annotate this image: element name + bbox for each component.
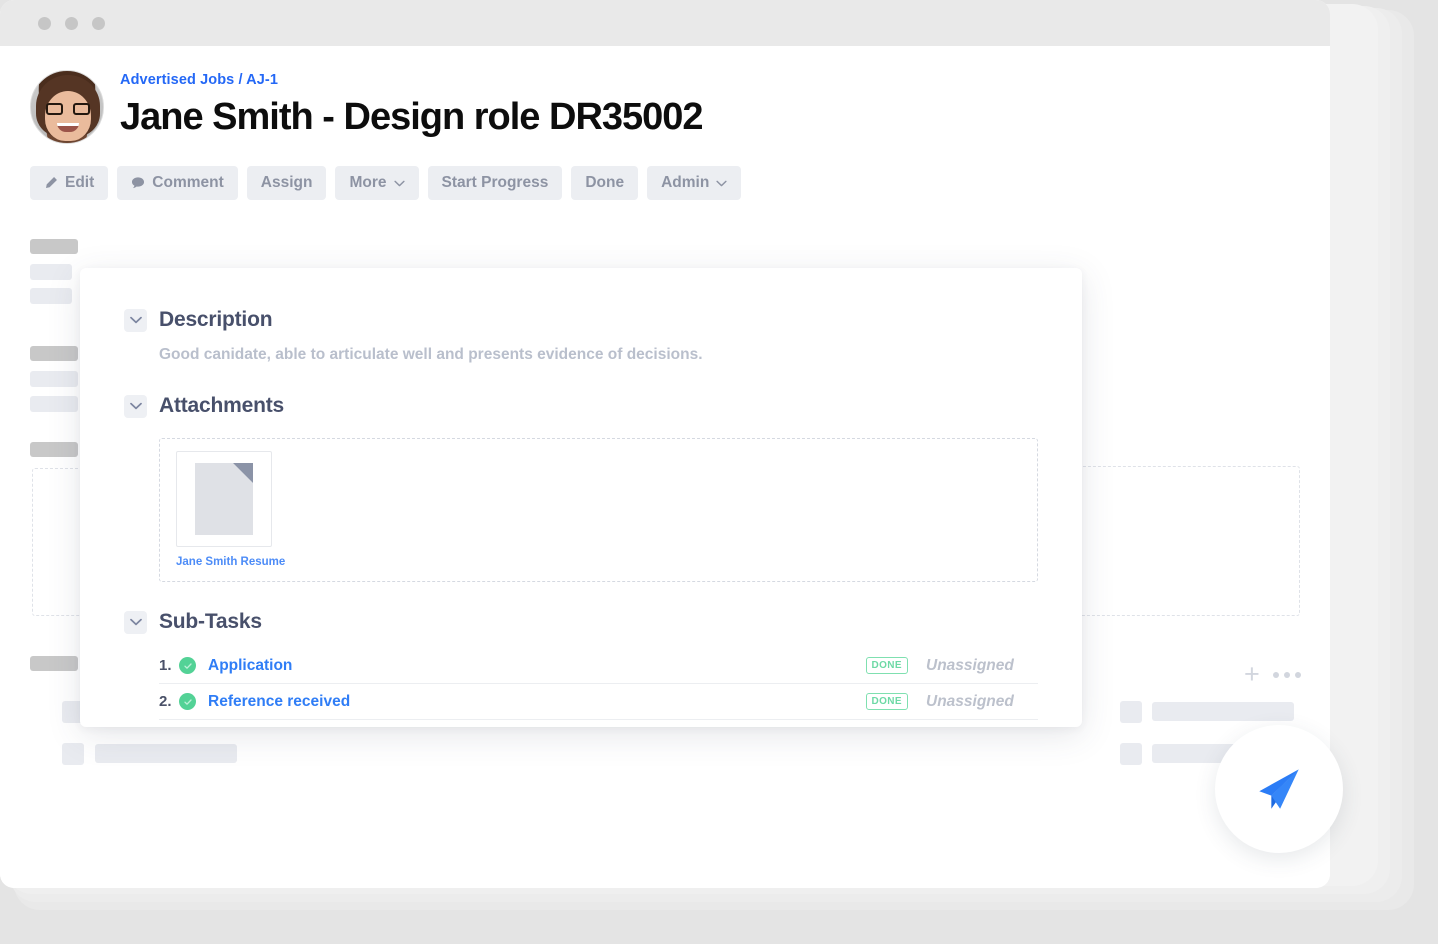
skeleton-block — [30, 264, 72, 280]
edit-button-label: Edit — [65, 174, 95, 191]
subtask-name[interactable]: Reference received — [208, 692, 351, 710]
subtasks-title: Sub-Tasks — [159, 610, 262, 633]
chat-launcher-button[interactable] — [1215, 725, 1343, 853]
check-icon — [179, 693, 196, 710]
skeleton-block — [30, 442, 78, 457]
description-title: Description — [159, 308, 273, 331]
chevron-down-icon — [716, 180, 727, 187]
skeleton-block — [30, 288, 72, 304]
attachment-thumbnail[interactable] — [176, 451, 272, 547]
subtask-index: 2. — [159, 693, 172, 710]
skeleton-square — [1120, 701, 1142, 723]
comment-button[interactable]: Comment — [117, 166, 238, 200]
detail-card: Description Good canidate, able to artic… — [80, 268, 1082, 727]
avatar — [30, 70, 104, 144]
chevron-down-icon[interactable] — [124, 308, 147, 332]
more-dots-icon[interactable] — [1272, 671, 1301, 678]
attachment-name[interactable]: Jane Smith Resume — [176, 556, 286, 568]
skeleton-square — [1120, 743, 1142, 765]
skeleton-block — [30, 371, 78, 387]
background-actions: + — [1244, 661, 1301, 688]
plus-icon[interactable]: + — [1244, 659, 1260, 689]
attachment-item[interactable]: Jane Smith Resume — [176, 451, 286, 568]
more-button-label: More — [349, 174, 387, 191]
subtask-index: 1. — [159, 657, 172, 674]
start-progress-button[interactable]: Start Progress — [427, 166, 563, 200]
comment-button-label: Comment — [152, 174, 224, 191]
skeleton-block — [30, 656, 78, 671]
chevron-down-icon — [393, 180, 405, 187]
check-icon — [179, 657, 196, 674]
table-row[interactable]: 2. Reference received DONE Unassigned — [159, 684, 1038, 720]
window-close-dot[interactable] — [38, 16, 51, 30]
page-title: Jane Smith - Design role DR35002 — [120, 96, 704, 138]
subtasks-list: 1. Application DONE Unassigned 2. R — [159, 648, 1038, 720]
page-header: Advertised Jobs / AJ-1 Jane Smith - Desi… — [0, 46, 1330, 144]
attachments-header: Attachments — [124, 394, 1038, 418]
paper-plane-icon — [1259, 769, 1299, 809]
table-row[interactable]: 1. Application DONE Unassigned — [159, 648, 1038, 684]
attachments-section: Attachments Jane Smith Resume — [80, 394, 1082, 582]
description-body: Good canidate, able to articulate well a… — [159, 346, 703, 363]
status-badge: DONE — [865, 693, 908, 710]
document-icon — [195, 463, 253, 535]
comment-bubble-icon — [131, 176, 145, 190]
subtasks-header: Sub-Tasks — [124, 610, 1038, 634]
done-button[interactable]: Done — [571, 166, 639, 200]
start-progress-button-label: Start Progress — [441, 174, 549, 191]
breadcrumb[interactable]: Advertised Jobs / AJ-1 — [120, 72, 278, 88]
description-header: Description — [124, 308, 1038, 332]
pencil-icon — [44, 176, 58, 190]
attachments-title: Attachments — [159, 394, 284, 417]
avatar-glasses — [46, 103, 90, 115]
status-badge: DONE — [865, 657, 908, 674]
browser-window: + Advertised Jobs / AJ-1 Jane Smith - De… — [0, 0, 1330, 888]
window-maximize-dot[interactable] — [92, 16, 105, 30]
edit-button[interactable]: Edit — [30, 166, 109, 200]
chevron-down-icon[interactable] — [124, 610, 147, 634]
skeleton-bar — [95, 744, 237, 763]
skeleton-square — [62, 701, 84, 723]
attachment-dropzone[interactable]: Jane Smith Resume — [159, 438, 1038, 582]
assign-button[interactable]: Assign — [246, 166, 327, 200]
skeleton-block — [30, 346, 78, 361]
skeleton-square — [62, 743, 84, 765]
subtask-name[interactable]: Application — [208, 656, 293, 674]
window-minimize-dot[interactable] — [65, 16, 78, 30]
skeleton-bar — [1152, 702, 1294, 721]
action-toolbar: Edit Comment Assign More Start Progress — [0, 144, 1330, 200]
admin-button[interactable]: Admin — [647, 166, 742, 200]
skeleton-block — [30, 396, 78, 412]
avatar-smile — [57, 123, 79, 132]
subtasks-section: Sub-Tasks 1. Application DONE Unassigned… — [80, 610, 1082, 720]
more-button[interactable]: More — [335, 166, 419, 200]
skeleton-block — [30, 239, 78, 254]
done-button-label: Done — [585, 174, 625, 191]
chevron-down-icon[interactable] — [124, 394, 147, 418]
description-section: Description Good canidate, able to artic… — [80, 308, 1082, 364]
assign-button-label: Assign — [260, 174, 313, 191]
window-titlebar — [0, 0, 1330, 46]
subtask-assignee: Unassigned — [926, 656, 1014, 674]
admin-button-label: Admin — [661, 174, 710, 191]
subtask-assignee: Unassigned — [926, 692, 1014, 710]
page-body: + Advertised Jobs / AJ-1 Jane Smith - De… — [0, 46, 1330, 888]
